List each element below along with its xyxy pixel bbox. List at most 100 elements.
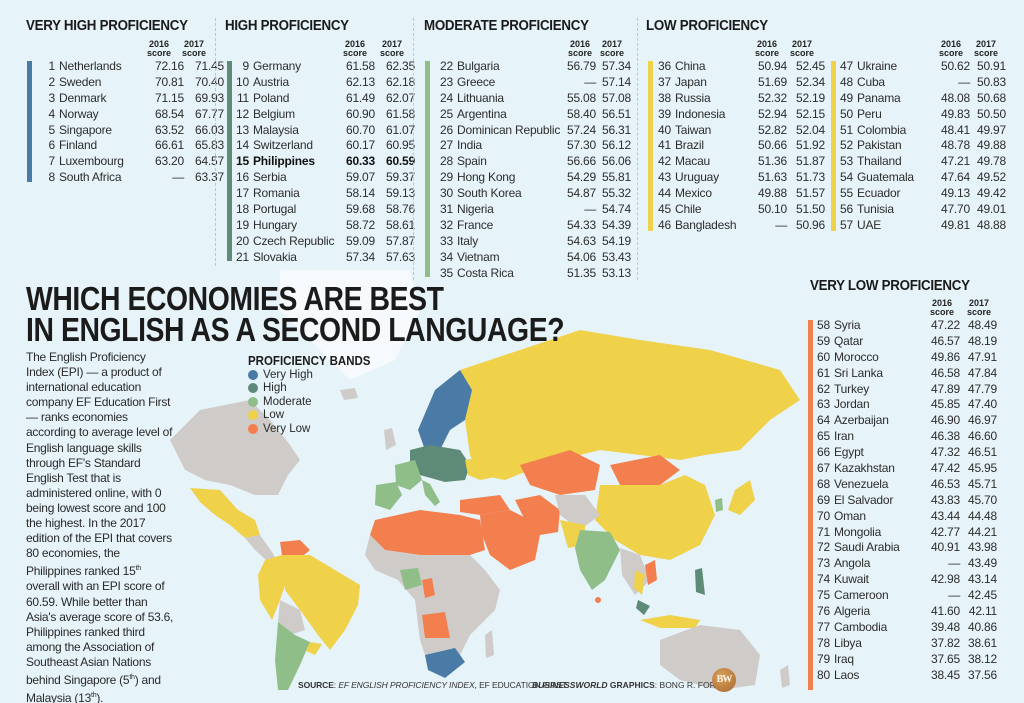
table-row: 73 Angola — 43.49 <box>813 556 1003 572</box>
country-name: India <box>457 138 483 153</box>
table-row: 13 Malaysia 60.70 61.07 <box>232 123 415 139</box>
tier-color-bar <box>425 61 430 277</box>
country-name: Thailand <box>857 154 902 169</box>
rank: 27 <box>440 138 453 153</box>
table-row: 58 Syria 47.22 48.49 <box>813 318 1003 334</box>
rank: 61 <box>817 365 830 380</box>
score-2017: 48.88 <box>976 217 1006 232</box>
mexico <box>190 488 260 538</box>
table-row: 65 Iran 46.38 46.60 <box>813 429 1003 445</box>
rank: 14 <box>236 138 249 153</box>
country-name: Algeria <box>834 604 870 619</box>
col-head-2017: 2017 score <box>599 39 625 58</box>
country-name: South Africa <box>59 170 122 185</box>
philippines <box>695 568 705 595</box>
score-2016: 39.48 <box>930 619 960 634</box>
score-2016: 68.54 <box>154 106 184 121</box>
rank: 79 <box>817 651 830 666</box>
table-row: 44 Mexico 49.88 51.57 <box>654 186 834 202</box>
tier-title: LOW PROFICIENCY <box>646 18 768 34</box>
rank: 63 <box>817 397 830 412</box>
rank: 59 <box>817 333 830 348</box>
table-row: 38 Russia 52.32 52.19 <box>654 91 834 107</box>
rank: 30 <box>440 186 453 201</box>
score-2016: 63.20 <box>154 154 184 169</box>
score-2016: 40.91 <box>930 540 960 555</box>
country-name: Luxembourg <box>59 154 124 169</box>
score-2017: 45.70 <box>967 492 997 507</box>
table-row: 5 Singapore 63.52 66.03 <box>38 122 225 139</box>
table-row: 37 Japan 51.69 52.34 <box>654 75 834 91</box>
score-2017: 61.58 <box>385 106 415 121</box>
table-row: 16 Serbia 59.07 59.37 <box>232 170 415 186</box>
country-name: UAE <box>857 217 882 232</box>
score-2016: — <box>958 74 970 89</box>
rank: 51 <box>840 122 853 137</box>
table-row: 35 Costa Rica 51.35 53.13 <box>436 266 631 282</box>
table-row: 33 Italy 54.63 54.19 <box>436 233 631 250</box>
table-row: 20 Czech Republic 59.09 57.87 <box>232 234 415 250</box>
country-name: Syria <box>834 318 861 332</box>
table-row: 54 Guatemala 47.64 49.52 <box>836 170 1016 186</box>
score-2016: 54.87 <box>566 186 596 201</box>
rank: 46 <box>658 217 671 232</box>
score-2016: 70.81 <box>154 74 184 89</box>
tier-color-bar <box>808 320 813 690</box>
table-row: 15 Philippines 60.33 60.59 <box>232 154 415 170</box>
iran <box>515 495 560 535</box>
score-2016: 47.64 <box>940 170 970 185</box>
score-2016: 49.83 <box>940 106 970 121</box>
score-2016: 47.42 <box>930 461 960 476</box>
rank: 18 <box>236 202 249 217</box>
rank: 77 <box>817 619 830 634</box>
score-2016: 46.57 <box>930 333 960 348</box>
tier-color-bar <box>648 61 653 231</box>
table-row: 53 Thailand 47.21 49.78 <box>836 154 1016 170</box>
tier-title: HIGH PROFICIENCY <box>225 18 349 34</box>
rank: 76 <box>817 604 830 619</box>
uruguay <box>306 642 322 655</box>
col-head-2016: 2016 score <box>929 298 955 317</box>
country-name: Nigeria <box>457 202 494 217</box>
country-name: Bulgaria <box>457 59 500 73</box>
north-america <box>170 400 300 495</box>
rank: 44 <box>658 186 671 201</box>
score-2017: 50.50 <box>976 106 1006 121</box>
country-name: Chile <box>675 202 702 217</box>
country-name: Kuwait <box>834 572 869 587</box>
rank: 6 <box>48 138 56 153</box>
country-name: Guatemala <box>857 170 914 185</box>
legend-item-moderate: Moderate <box>248 395 381 409</box>
rank: 56 <box>840 202 853 217</box>
country-name: Italy <box>457 233 479 248</box>
score-2017: 56.06 <box>601 154 631 169</box>
score-2017: 47.84 <box>967 365 997 380</box>
score-2016: 61.49 <box>345 90 375 105</box>
score-2017: 52.04 <box>795 122 825 137</box>
table-row: 50 Peru 49.83 50.50 <box>836 107 1016 123</box>
score-2016: 62.13 <box>345 74 375 89</box>
rank: 50 <box>840 106 853 121</box>
score-2017: 44.21 <box>967 524 997 539</box>
china <box>595 475 715 560</box>
legend-item-low: Low <box>248 409 381 423</box>
score-2017: 69.93 <box>194 90 224 105</box>
score-2017: 42.11 <box>968 604 997 619</box>
malaysia <box>636 600 650 615</box>
score-2017: 57.63 <box>385 249 415 264</box>
score-2016: 51.69 <box>757 74 787 89</box>
country-name: Iraq <box>834 651 854 666</box>
iceland <box>340 388 358 400</box>
rank: 49 <box>840 90 853 105</box>
central-asia <box>555 495 600 530</box>
score-2017: 62.07 <box>385 90 415 105</box>
table-row: 47 Ukraine 50.62 50.91 <box>836 59 1016 75</box>
country-name: Slovakia <box>253 249 297 264</box>
score-2016: 54.29 <box>566 170 596 185</box>
rank: 5 <box>48 122 56 137</box>
score-2017: 49.97 <box>976 122 1006 137</box>
rank: 2 <box>48 74 56 89</box>
country-name: Austria <box>253 74 289 89</box>
country-name: Ukraine <box>857 59 897 73</box>
country-name: Libya <box>834 635 862 650</box>
